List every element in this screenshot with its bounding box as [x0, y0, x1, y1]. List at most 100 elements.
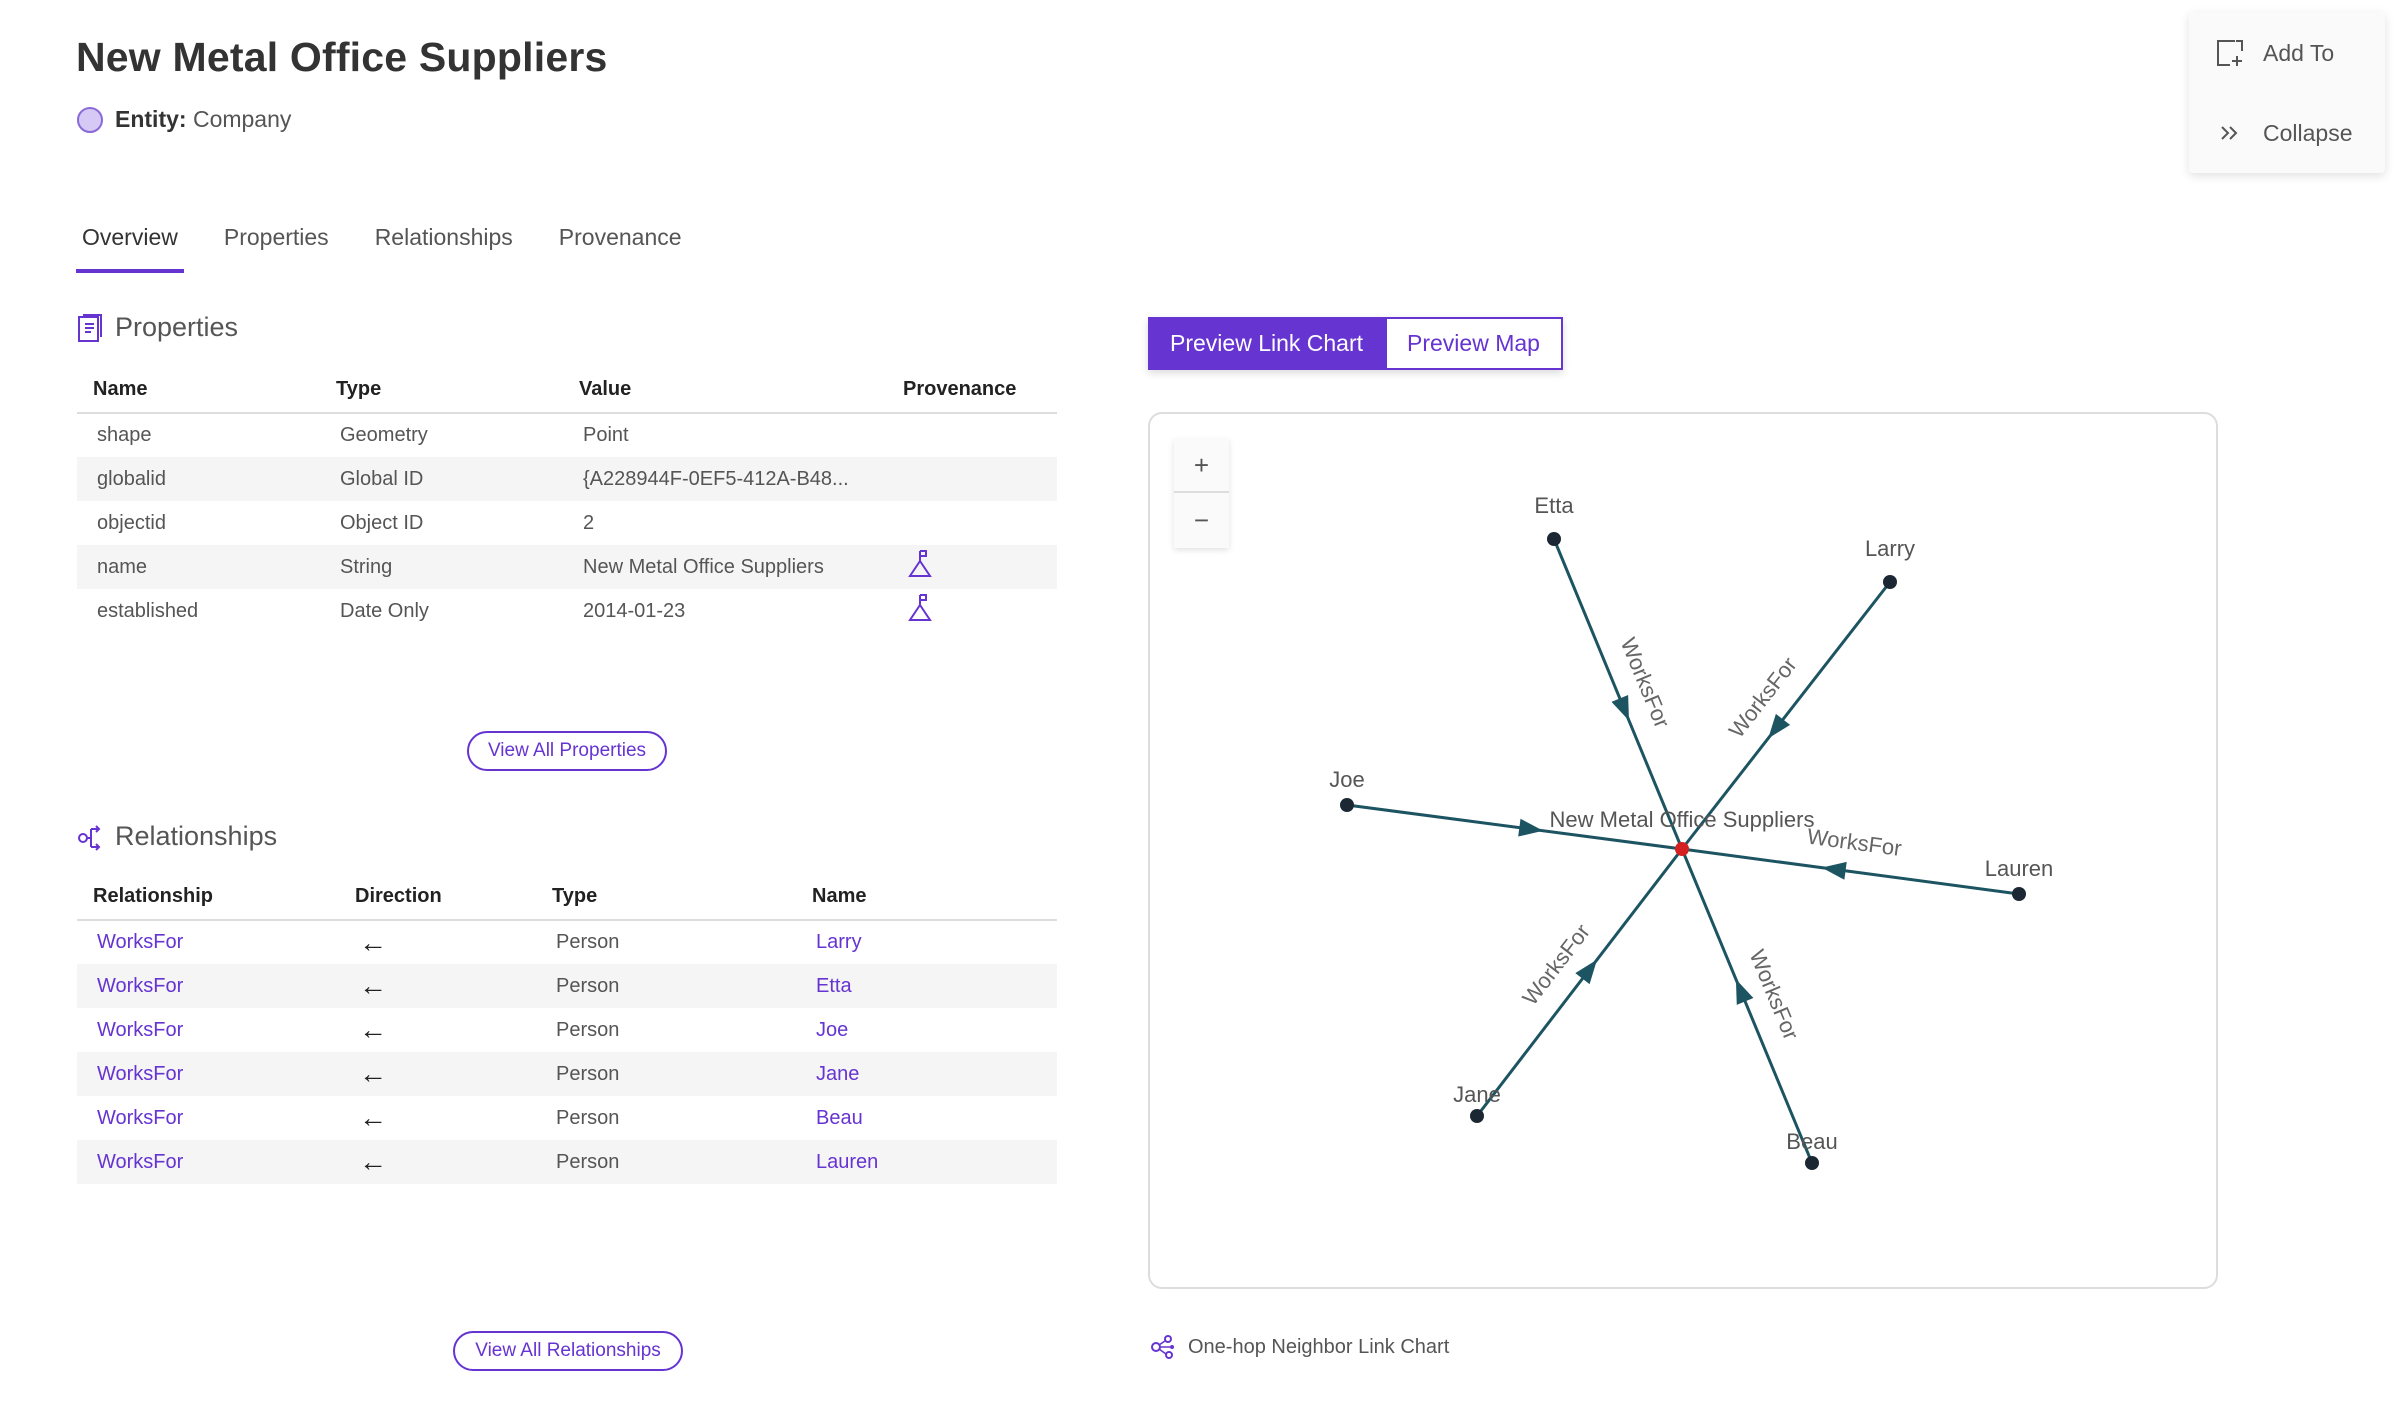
- edge-etta[interactable]: [1552, 538, 1684, 850]
- property-name: name: [77, 545, 320, 589]
- property-value: {A228944F-0EF5-412A-B48...: [563, 457, 887, 501]
- properties-table: Name Type Value Provenance shape Geometry…: [77, 367, 1057, 633]
- entity-circle-icon: [77, 106, 103, 133]
- entity-label: Entity:: [115, 106, 187, 132]
- tab-provenance[interactable]: Provenance: [558, 224, 682, 250]
- edge-arrow: [1768, 713, 1791, 739]
- zoom-controls: + −: [1174, 439, 1229, 548]
- relationship-name[interactable]: Etta: [796, 964, 1057, 1008]
- preview-link-chart-button[interactable]: Preview Link Chart: [1148, 317, 1387, 370]
- relationship-name[interactable]: Larry: [816, 931, 862, 953]
- property-type: Global ID: [320, 457, 563, 501]
- property-row: name String New Metal Office Suppliers: [77, 545, 1057, 589]
- link-chart-icon: [1151, 1335, 1174, 1359]
- relationship-direction: ←: [359, 926, 387, 958]
- relationship-relationship[interactable]: WorksFor: [97, 1018, 184, 1041]
- tab-relationships[interactable]: Relationships: [374, 224, 513, 250]
- view-all-relationships-button[interactable]: View All Relationships: [453, 1331, 683, 1371]
- zoom-in-button[interactable]: +: [1174, 439, 1229, 493]
- preview-toggle: Preview Link Chart Preview Map: [1148, 317, 1563, 370]
- edge-label: WorksFor: [1724, 652, 1802, 742]
- property-type: Geometry: [340, 424, 428, 446]
- node-jane[interactable]: [1470, 1109, 1484, 1123]
- property-value: New Metal Office Suppliers: [563, 545, 887, 589]
- col-value: Value: [563, 367, 887, 414]
- edge-arrow: [1611, 694, 1629, 721]
- relationship-direction: ←: [359, 1014, 387, 1045]
- page-title: New Metal Office Suppliers: [76, 34, 608, 80]
- property-type: String: [320, 545, 563, 589]
- property-row: established Date Only 2014-01-23: [77, 589, 1057, 633]
- zoom-out-button[interactable]: −: [1193, 504, 1210, 535]
- double-chevron-right-icon: [2221, 126, 2238, 140]
- relationship-relationship[interactable]: WorksFor: [77, 1140, 339, 1184]
- relationship-row: WorksFor ← Person Larry: [77, 920, 1057, 964]
- edge-jane[interactable]: [1475, 848, 1684, 1117]
- relationship-name[interactable]: Beau: [816, 1106, 863, 1129]
- add-to-button[interactable]: Add To: [2215, 38, 2334, 68]
- relationship-relationship[interactable]: WorksFor: [77, 964, 339, 1008]
- col-relationship: Relationship: [77, 874, 339, 921]
- property-type: Object ID: [340, 511, 424, 534]
- edge-arrow: [1735, 979, 1754, 1005]
- edge-label: WorksFor: [1616, 634, 1675, 731]
- edge-joe[interactable]: [1346, 803, 1683, 851]
- property-row: globalid Global ID {A228944F-0EF5-412A-B48…: [77, 457, 1057, 501]
- edge-larry[interactable]: [1680, 581, 1892, 850]
- node-label: Jane: [1453, 1082, 1501, 1107]
- collapse-button[interactable]: Collapse: [2215, 118, 2353, 148]
- provenance-cell: [887, 589, 1057, 633]
- provenance-icon[interactable]: [907, 549, 933, 579]
- col-type: Type: [320, 367, 563, 414]
- node-beau[interactable]: [1805, 1156, 1819, 1170]
- node-label: Larry: [1865, 536, 1915, 561]
- property-name: shape: [97, 424, 152, 446]
- relationship-name[interactable]: Joe: [816, 1018, 849, 1041]
- edge-arrow: [1575, 959, 1598, 985]
- edge-lauren[interactable]: [1681, 847, 2020, 896]
- preview-map-button[interactable]: Preview Map: [1387, 317, 1563, 370]
- property-value: 2: [583, 511, 595, 534]
- property-type: Date Only: [340, 599, 429, 622]
- relationship-relationship[interactable]: WorksFor: [97, 1106, 184, 1129]
- property-value: 2014-01-23: [583, 599, 686, 622]
- relationship-direction: ←: [339, 1140, 536, 1184]
- property-name: objectid: [97, 511, 166, 534]
- node-joe[interactable]: [1340, 798, 1354, 812]
- relationship-row: WorksFor ← Person Etta: [77, 964, 1057, 1008]
- view-all-properties-button[interactable]: View All Properties: [467, 731, 667, 771]
- tab-properties[interactable]: Properties: [223, 224, 329, 250]
- relationship-relationship[interactable]: WorksFor: [97, 931, 184, 953]
- edge-beau[interactable]: [1680, 848, 1814, 1164]
- provenance-icon[interactable]: [907, 593, 933, 623]
- relationship-name[interactable]: Jane: [796, 1052, 1057, 1096]
- relationship-type: Person: [556, 1106, 620, 1129]
- node-label: Etta: [1534, 493, 1574, 518]
- node-lauren[interactable]: [2012, 887, 2026, 901]
- col-name: Name: [77, 367, 320, 414]
- relationships-icon: [78, 824, 101, 851]
- relationships-heading-text: Relationships: [115, 821, 278, 851]
- tab-bar: Overview Properties Relationships Proven…: [76, 220, 722, 273]
- relationship-row: WorksFor ← Person Beau: [77, 1096, 1057, 1140]
- node-larry[interactable]: [1883, 575, 1897, 589]
- center-node[interactable]: [1675, 842, 1689, 856]
- relationship-type: Person: [556, 931, 620, 953]
- col-name: Name: [796, 874, 1057, 921]
- relationship-direction: ←: [339, 964, 536, 1008]
- node-etta[interactable]: [1547, 532, 1561, 546]
- properties-heading-text: Properties: [115, 312, 239, 342]
- edge-label: WorksFor: [1517, 919, 1595, 1010]
- property-name: globalid: [77, 457, 320, 501]
- relationship-row: WorksFor ← Person Jane: [77, 1052, 1057, 1096]
- col-provenance: Provenance: [887, 367, 1057, 414]
- entity-value: Company: [192, 106, 292, 132]
- relationship-relationship[interactable]: WorksFor: [77, 1052, 339, 1096]
- relationship-name[interactable]: Lauren: [796, 1140, 1057, 1184]
- relationships-heading: Relationships: [77, 821, 277, 852]
- tab-overview[interactable]: Overview: [76, 220, 184, 273]
- link-chart-panel[interactable]: [1148, 412, 2218, 1289]
- collapse-label: Collapse: [2263, 119, 2353, 146]
- edge-label: WorksFor: [1745, 946, 1804, 1043]
